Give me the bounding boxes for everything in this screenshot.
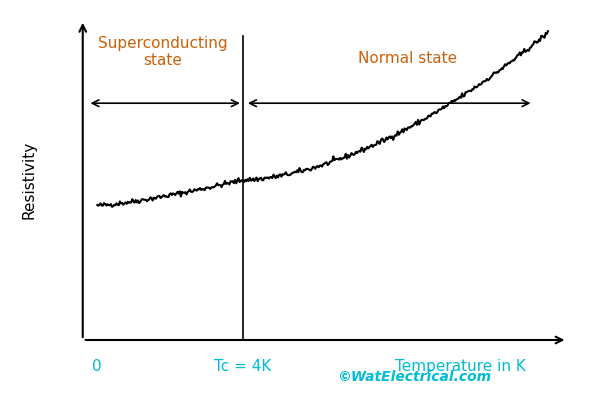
- Text: Temperature in K: Temperature in K: [395, 359, 526, 374]
- Text: 0: 0: [92, 359, 102, 374]
- Text: Tc = 4K: Tc = 4K: [214, 359, 271, 374]
- Text: ©WatElectrical.com: ©WatElectrical.com: [337, 370, 491, 384]
- Text: Normal state: Normal state: [358, 51, 457, 66]
- Text: Resistivity: Resistivity: [22, 141, 37, 219]
- Text: Superconducting
state: Superconducting state: [98, 36, 228, 68]
